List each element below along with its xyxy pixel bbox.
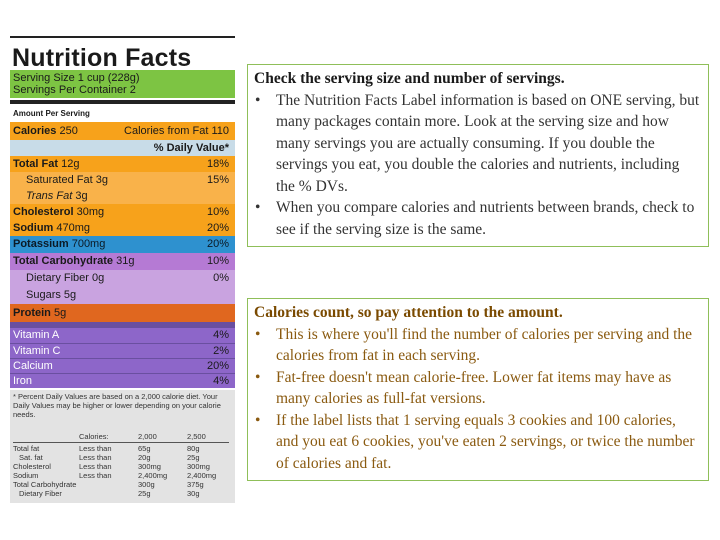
vitamin-divider <box>10 322 235 328</box>
list-item: • When you compare calories and nutrients… <box>255 199 695 238</box>
daily-value-header: % Daily Value* <box>153 142 229 154</box>
calories-callout: Calories count, so pay attention to the … <box>247 298 709 481</box>
callout-heading: Calories count, so pay attention to the … <box>254 304 563 321</box>
nutrient-row-potassium: Potassium 700mg 20% <box>10 236 235 253</box>
daily-value-header-row: % Daily Value* <box>10 140 235 156</box>
footer-row: Dietary Fiber 25g 30g <box>19 489 200 498</box>
footer-header-row: Calories: 2,000 2,500 <box>79 432 206 441</box>
callout-bullets: • The Nutrition Facts Label information i… <box>254 90 702 241</box>
label-footnote: * Percent Daily Values are based on a 2,… <box>10 390 235 430</box>
calories-value: 250 <box>59 125 78 137</box>
nutrient-row-saturated-fat: Saturated Fat 3g 15% <box>10 172 235 188</box>
footer-row: Total fat Less than 65g 80g <box>13 444 200 453</box>
list-item: • The Nutrition Facts Label information i… <box>255 91 700 195</box>
label-top-rule <box>10 36 235 38</box>
nutrient-row-dietary-fiber: Dietary Fiber 0g 0% <box>10 270 235 287</box>
nutrient-row-sugars: Sugars 5g <box>10 287 235 304</box>
nutrient-row-sodium: Sodium 470mg 20% <box>10 220 235 236</box>
label-title: Nutrition Facts <box>12 44 192 72</box>
footer-row: Sodium Less than 2,400mg 2,400mg <box>13 471 217 480</box>
servings-per-container: Servings Per Container 2 <box>13 84 136 96</box>
calories-row: Calories 250 Calories from Fat 110 <box>10 122 235 140</box>
footer-row: Sat. fat Less than 20g 25g <box>19 453 200 462</box>
calories-label: Calories <box>13 125 57 137</box>
serving-size-callout: Check the serving size and number of ser… <box>247 64 709 247</box>
amount-per-serving: Amount Per Serving <box>13 109 90 118</box>
vitamin-row-a: Vitamin A 4% <box>10 328 235 343</box>
nutrient-row-total-carbohydrate: Total Carbohydrate 31g 10% <box>10 253 235 270</box>
vitamin-row-calcium: Calcium 20% <box>10 358 235 373</box>
list-item: • If the label lists that 1 serving equal… <box>255 411 695 472</box>
vitamin-row-iron: Iron 4% <box>10 373 235 388</box>
nutrient-row-protein: Protein 5g <box>10 304 235 322</box>
vitamin-row-c: Vitamin C 2% <box>10 343 235 358</box>
nutrition-facts-label: Nutrition Facts Serving Size 1 cup (228g… <box>10 36 235 503</box>
bullet-icon: • <box>255 325 261 343</box>
serving-block: Serving Size 1 cup (228g) Servings Per C… <box>10 70 235 98</box>
nutrient-row-trans-fat: Trans Fat 3g <box>10 188 235 204</box>
nutrient-row-total-fat: Total Fat 12g 18% <box>10 156 235 172</box>
footer-row: Cholesterol Less than 300mg 300mg <box>13 462 210 471</box>
footer-row: Total Carbohydrate 300g 375g <box>13 480 204 489</box>
nutrient-row-cholesterol: Cholesterol 30mg 10% <box>10 204 235 220</box>
thick-rule <box>10 100 235 104</box>
bullet-icon: • <box>255 199 261 216</box>
list-item: • This is where you'll find the number of… <box>255 325 693 365</box>
bullet-icon: • <box>255 368 261 386</box>
footer-rule <box>13 442 229 443</box>
callout-bullets: • This is where you'll find the number of… <box>254 324 702 475</box>
list-item: • Fat-free doesn't mean calorie-free. Low… <box>255 368 672 408</box>
bullet-icon: • <box>255 91 261 109</box>
callout-heading: Check the serving size and number of ser… <box>254 70 565 87</box>
serving-size: Serving Size 1 cup (228g) <box>13 72 140 84</box>
label-footer-table: Calories: 2,000 2,500 Total fat Less tha… <box>10 430 235 503</box>
bullet-icon: • <box>255 411 261 429</box>
calories-from-fat: Calories from Fat 110 <box>124 125 229 137</box>
